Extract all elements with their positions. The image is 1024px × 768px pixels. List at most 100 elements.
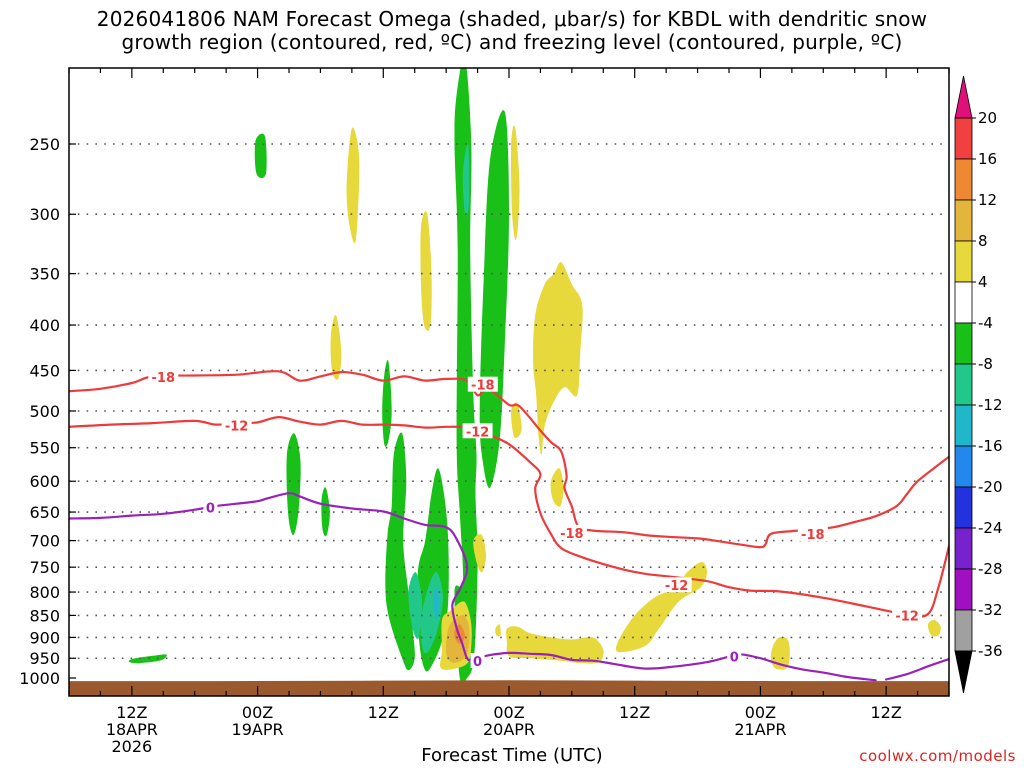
x-tick-label-42-0: 00Z [493,703,524,722]
omega-region-17 [533,262,583,455]
temperature-contours: -18 -18 -18 -18 -12 -12 -12 -12 0 0 0 [69,369,949,682]
colorbar-label-0: 20 [978,109,997,127]
omega-region-7 [254,133,267,179]
contour-label-bg-1-1 [462,423,493,439]
y-tick-label-250: 250 [29,135,60,154]
omega-region-22 [495,624,501,637]
y-axis-ticks: 250 300 350 400 450 500 550 600 650 700 750 800 850 9… [19,135,76,688]
omega-colorbar: 20 16 12 8 4 -4 -8 -12 -16 -20 -24 -28 -32 -36 [954,75,1003,694]
colorbar-under-arrow [954,650,973,694]
x-tick-label-6-0: 12Z [116,703,147,722]
colorbar-label-8: -16 [978,437,1003,455]
colorbar-band-3 [954,240,973,283]
colorbar-label-2: 12 [978,191,997,209]
colorbar-label-11: -28 [978,560,1003,578]
y-tick-label-900: 900 [29,628,60,647]
x-tick-label-66-0: 00Z [745,703,776,722]
x-tick-label-6-2: 2026 [111,737,152,756]
colorbar-label-5: -4 [978,314,993,332]
y-tick-label-600: 600 [29,472,60,491]
omega-region-0 [454,68,478,685]
omega-region-13 [346,127,360,244]
contour-label-2-2: 0 [730,651,739,666]
contour-label-0-0: -18 [152,371,176,386]
chart-title-line-2: growth region (contoured, red, ºC) and f… [121,30,903,54]
omega-region-20 [473,534,486,573]
y-tick-label-400: 400 [29,316,60,335]
colorbar-label-12: -32 [978,601,1003,619]
x-axis-title: Forecast Time (UTC) [421,745,603,766]
chart-title: 2026041806 NAM Forecast Omega (shaded, μ… [0,8,1024,54]
contour-label-1-0: -12 [225,419,249,434]
contour-line-3 [885,658,949,681]
contour-label-0-2: -18 [560,527,584,542]
y-tick-label-1000: 1000 [19,669,60,688]
x-tick-label-6-1: 18APR [106,720,158,739]
plot-background [69,68,949,696]
colorbar-band-11 [954,568,973,611]
contour-label-bg-0-3 [797,525,828,541]
contour-label-bg-2-1 [470,653,485,669]
omega-region-3 [385,432,415,671]
colorbar-label-1: 16 [978,150,997,168]
colorbar-label-3: 8 [978,232,988,250]
contour-label-bg-2-0 [203,499,218,515]
y-tick-label-450: 450 [29,361,60,380]
y-tick-label-700: 700 [29,532,60,551]
y-tick-label-500: 500 [29,402,60,421]
colorbar-band-0 [954,117,973,160]
contour-label-bg-0-0 [148,369,179,385]
omega-region-12 [433,586,439,621]
colorbar-label-9: -20 [978,478,1003,496]
colorbar-band-1 [954,158,973,201]
x-tick-label-18-1: 19APR [232,720,284,739]
y-tick-label-300: 300 [29,205,60,224]
y-tick-label-650: 650 [29,503,60,522]
x-tick-label-30-0: 12Z [368,703,399,722]
contour-label-bg-1-2 [661,577,692,593]
colorbar-label-10: -24 [978,519,1003,537]
omega-region-8 [128,654,167,664]
contour-label-0-1: -18 [471,379,495,394]
colorbar-band-7 [954,404,973,447]
x-tick-label-54-0: 12Z [619,703,650,722]
colorbar-band-10 [954,527,973,570]
contour-label-bg-2-2 [727,648,742,664]
colorbar-band-6 [954,363,973,406]
contour-label-1-1: -12 [466,425,490,440]
colorbar-band-12 [954,609,973,652]
y-tick-label-350: 350 [29,265,60,284]
colorbar-over-arrow [954,75,973,119]
colorbar-label-7: -12 [978,396,1003,414]
x-tick-label-18-0: 00Z [242,703,273,722]
colorbar-label-4: 4 [978,273,988,291]
contour-label-0-3: -18 [801,528,825,543]
omega-region-14 [420,211,432,331]
y-tick-label-750: 750 [29,558,60,577]
omega-region-1 [479,110,509,489]
x-tick-label-42-1: 20APR [483,720,535,739]
colorbar-band-2 [954,199,973,242]
contour-label-bg-0-2 [556,524,587,540]
contour-label-1-2: -12 [665,579,689,594]
omega-region-26 [927,619,941,637]
contour-label-2-0: 0 [206,501,215,516]
contour-label-bg-0-1 [467,376,498,392]
omega-region-9 [408,572,423,640]
pressure-gridlines [69,143,949,660]
contour-label-bg-1-3 [892,607,923,623]
omega-region-25 [770,636,790,670]
site-credit: coolwx.com/models [859,747,1016,765]
colorbar-label-6: -8 [978,355,993,373]
contour-label-1-3: -12 [895,609,919,624]
omega-region-11 [462,143,470,216]
omega-shading [128,68,941,685]
omega-region-16 [510,125,520,240]
x-tick-label-78-0: 12Z [870,703,901,722]
chart-title-line-1: 2026041806 NAM Forecast Omega (shaded, μ… [96,7,928,31]
x-tick-label-66-1: 21APR [734,720,786,739]
contour-label-2-1: 0 [473,655,482,670]
colorbar-band-4 [954,281,973,324]
